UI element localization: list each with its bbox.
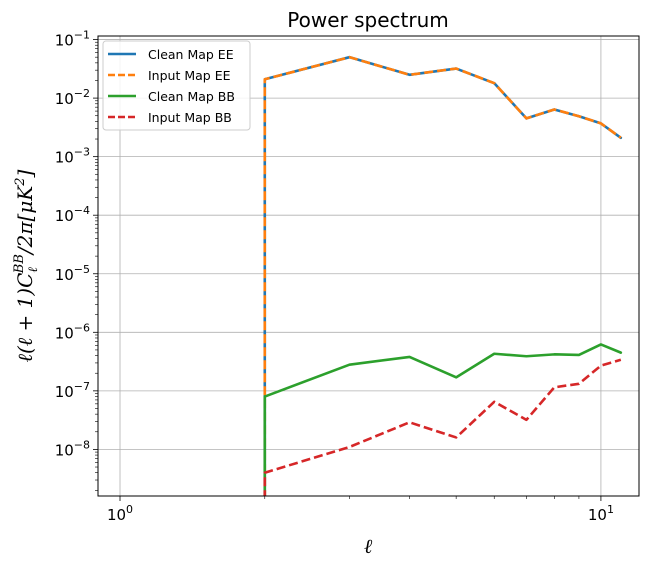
series-line-clean-map-bb — [263, 343, 623, 496]
x-tick-label: 101 — [588, 503, 614, 524]
y-tick-label: 10−1 — [55, 29, 90, 50]
plot-frame — [97, 35, 640, 497]
grid-lines — [98, 36, 639, 496]
series-line-input-map-bb — [263, 358, 622, 496]
y-tick-label: 10−8 — [55, 438, 90, 459]
series-lines — [263, 55, 623, 496]
x-axis-label: ℓ — [364, 534, 373, 558]
y-tick-label: 10−3 — [55, 146, 90, 167]
series-line-input-map-ee — [263, 55, 622, 496]
svg-text:ℓ(ℓ + 1)CℓBB/2π[μK2]: ℓ(ℓ + 1)CℓBB/2π[μK2] — [12, 169, 41, 362]
y-tick-label: 10−6 — [55, 321, 90, 342]
y-tick-label: 10−4 — [55, 204, 90, 225]
legend-label: Clean Map EE — [148, 47, 234, 62]
series-line-clean-map-ee — [263, 55, 623, 496]
y-tick-label: 10−2 — [55, 87, 90, 108]
x-tick-label: 100 — [107, 503, 133, 524]
legend: Clean Map EE Input Map EE Clean Map BB Inpu… — [102, 40, 251, 131]
y-tick-label: 10−7 — [55, 380, 90, 401]
y-axis-label: ℓ(ℓ + 1)CℓBB/2π[μK2] — [12, 169, 41, 362]
legend-label: Input Map BB — [148, 110, 232, 125]
y-tick-label: 10−5 — [55, 263, 90, 284]
legend-label: Input Map EE — [148, 68, 231, 83]
legend-label: Clean Map BB — [148, 89, 235, 104]
chart-title: Power spectrum — [287, 8, 448, 32]
legend-frame — [102, 40, 251, 131]
